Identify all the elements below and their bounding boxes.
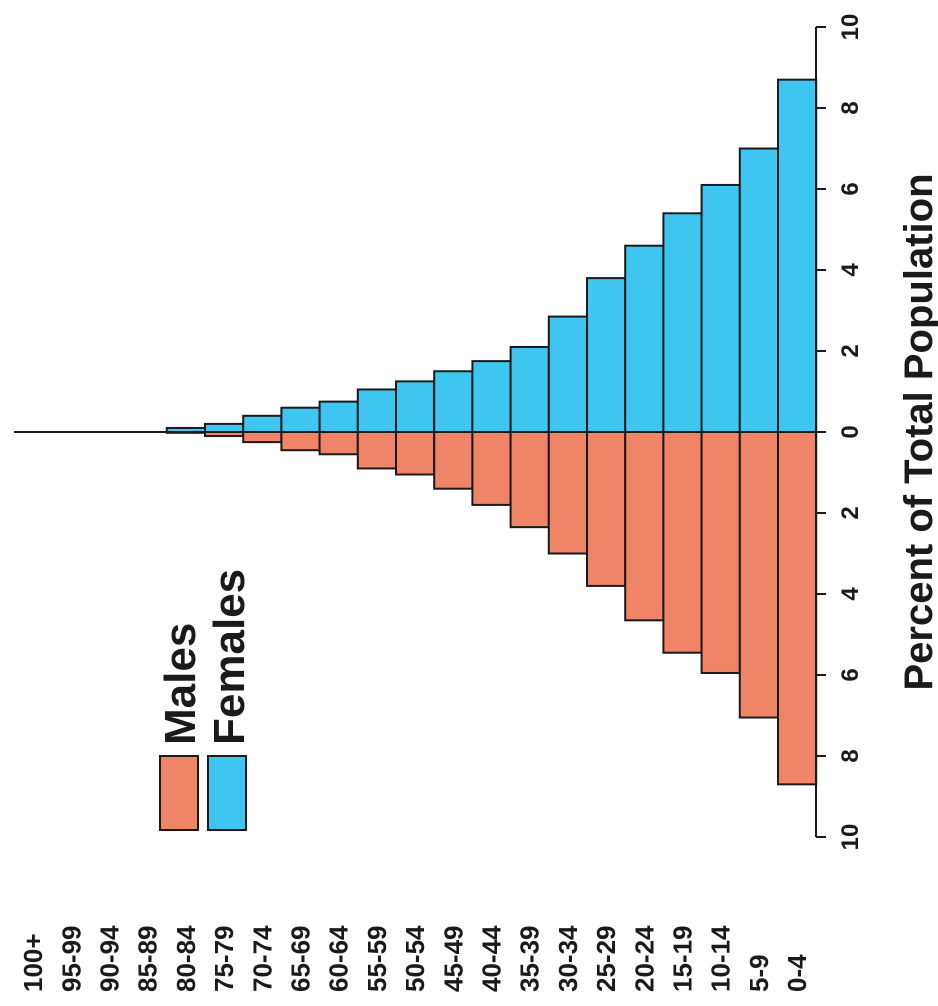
age-group-label: 45-49 — [438, 926, 468, 993]
age-group-label: 75-79 — [209, 926, 239, 993]
bar-males-65-69 — [280, 431, 321, 452]
tick-label: 10 — [837, 824, 864, 851]
age-group-label: 90-94 — [95, 925, 125, 992]
bars-layer — [165, 78, 818, 786]
age-group-label: 60-64 — [324, 925, 354, 992]
age-group-label: 20-24 — [629, 925, 659, 992]
bar-females-75-79 — [204, 422, 245, 433]
bar-females-70-74 — [242, 414, 283, 433]
age-group-label: 65-69 — [286, 926, 316, 993]
tick-label: 2 — [837, 344, 864, 357]
tick-label: 4 — [837, 263, 864, 277]
bar-males-5-9 — [738, 431, 779, 719]
bar-males-50-54 — [395, 431, 436, 476]
x-axis-title: Percent of Total Population — [897, 173, 938, 690]
age-group-label: 70-74 — [247, 925, 277, 992]
bar-males-45-49 — [433, 431, 474, 490]
age-group-label: 25-29 — [591, 926, 621, 993]
legend-swatch-females — [207, 755, 247, 831]
legend: Males Females — [156, 569, 254, 831]
bar-males-15-19 — [662, 431, 703, 654]
bar-males-40-44 — [471, 431, 512, 506]
age-group-label: 10-14 — [706, 925, 736, 992]
age-group-label: 55-59 — [362, 926, 392, 993]
tick-label: 8 — [837, 101, 864, 114]
age-group-label: 80-84 — [171, 925, 201, 992]
bar-females-35-39 — [509, 345, 550, 434]
bar-females-50-54 — [395, 380, 436, 433]
bar-males-25-29 — [586, 431, 627, 587]
bar-females-20-24 — [624, 244, 665, 433]
bar-females-40-44 — [471, 360, 512, 433]
tick-label: 2 — [837, 506, 864, 519]
bar-males-20-24 — [624, 431, 665, 622]
bar-males-55-59 — [356, 431, 397, 470]
bar-females-15-19 — [662, 212, 703, 433]
bar-females-0-4 — [777, 78, 818, 434]
value-axis-ticks: 10 8 6 4 2 0 2 4 6 8 10 — [816, 14, 864, 851]
bar-females-25-29 — [586, 277, 627, 433]
legend-label-females: Females — [205, 569, 254, 745]
bar-males-35-39 — [509, 431, 550, 529]
tick-label: 0 — [837, 425, 864, 438]
bar-females-30-34 — [547, 315, 588, 434]
bar-females-65-69 — [280, 406, 321, 434]
bar-males-60-64 — [318, 431, 359, 456]
age-group-label: 30-34 — [553, 925, 583, 992]
age-group-label: 40-44 — [477, 925, 507, 992]
age-group-label: 100+ — [18, 933, 48, 992]
tick-label: 6 — [837, 182, 864, 195]
legend-label-males: Males — [156, 623, 205, 745]
bar-males-70-74 — [242, 431, 283, 444]
bar-females-5-9 — [738, 147, 779, 433]
bar-females-10-14 — [700, 183, 741, 433]
tick-label: 6 — [837, 668, 864, 681]
age-group-label: 35-39 — [515, 926, 545, 993]
bar-males-0-4 — [777, 431, 818, 786]
age-group-label: 0-4 — [782, 954, 812, 992]
bar-males-30-34 — [547, 431, 588, 555]
age-group-label: 50-54 — [400, 925, 430, 992]
bar-females-45-49 — [433, 370, 474, 433]
tick-label: 10 — [837, 14, 864, 41]
age-group-label: 95-99 — [56, 926, 86, 993]
age-group-label: 85-89 — [133, 926, 163, 993]
tick-label: 8 — [837, 749, 864, 762]
age-group-label: 5-9 — [744, 954, 774, 992]
age-group-labels: 100+ 95-99 90-94 85-89 80-84 75-79 70-74 65-69 6… — [18, 925, 812, 992]
bar-males-10-14 — [700, 431, 741, 674]
tick-label: 4 — [837, 587, 864, 601]
bar-females-55-59 — [356, 388, 397, 434]
legend-swatch-males — [159, 755, 199, 831]
bar-females-60-64 — [318, 400, 359, 433]
age-group-label: 15-19 — [668, 926, 698, 993]
